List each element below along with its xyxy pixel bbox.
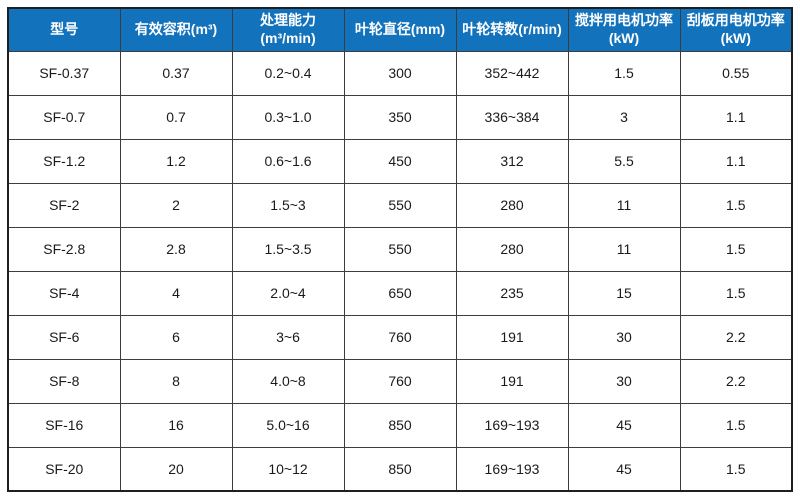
table-cell: 550 xyxy=(343,182,457,228)
table-cell: 1.5 xyxy=(679,226,793,272)
header-cell-agitation-power: 搅拌用电机功率 (kW) xyxy=(567,7,681,52)
table-cell: 2 xyxy=(119,182,233,228)
table-cell: SF-0.7 xyxy=(7,94,121,140)
table-cell: SF-4 xyxy=(7,270,121,316)
table-cell: 1.5~3.5 xyxy=(231,226,345,272)
table-cell: 6 xyxy=(119,314,233,360)
table-cell: 760 xyxy=(343,314,457,360)
table-cell: 0.6~1.6 xyxy=(231,138,345,184)
table-cell: 30 xyxy=(567,358,681,404)
table-cell: 169~193 xyxy=(455,446,569,492)
table-cell: 0.37 xyxy=(119,50,233,96)
table-cell: 1.2 xyxy=(119,138,233,184)
table-cell: 3 xyxy=(567,94,681,140)
table-cell: 16 xyxy=(119,402,233,448)
table-row: SF-0.37 0.37 0.2~0.4 300 352~442 1.5 0.5… xyxy=(7,50,793,96)
table-row: SF-1.2 1.2 0.6~1.6 450 312 5.5 1.1 xyxy=(7,138,793,184)
table-cell: 4 xyxy=(119,270,233,316)
table-cell: SF-16 xyxy=(7,402,121,448)
table-cell: 280 xyxy=(455,226,569,272)
table-cell: 1.5 xyxy=(679,446,793,492)
table-cell: 1.5 xyxy=(567,50,681,96)
table-cell: 300 xyxy=(343,50,457,96)
table-cell: 350 xyxy=(343,94,457,140)
table-cell: 760 xyxy=(343,358,457,404)
table-cell: SF-1.2 xyxy=(7,138,121,184)
table-cell: 8 xyxy=(119,358,233,404)
table-cell: 850 xyxy=(343,446,457,492)
table-cell: 169~193 xyxy=(455,402,569,448)
table-cell: SF-6 xyxy=(7,314,121,360)
table-cell: 45 xyxy=(567,446,681,492)
table-cell: 0.2~0.4 xyxy=(231,50,345,96)
table-cell: 2.0~4 xyxy=(231,270,345,316)
table-cell: 352~442 xyxy=(455,50,569,96)
table-row: SF-4 4 2.0~4 650 235 15 1.5 xyxy=(7,270,793,316)
table-cell: 550 xyxy=(343,226,457,272)
table-cell: SF-20 xyxy=(7,446,121,492)
table-cell: SF-0.37 xyxy=(7,50,121,96)
table-cell: SF-2 xyxy=(7,182,121,228)
table-cell: 5.5 xyxy=(567,138,681,184)
table-row: SF-0.7 0.7 0.3~1.0 350 336~384 3 1.1 xyxy=(7,94,793,140)
header-cell-impeller-speed: 叶轮转数(r/min) xyxy=(455,7,569,52)
table-cell: 1.5 xyxy=(679,182,793,228)
table-cell: 0.3~1.0 xyxy=(231,94,345,140)
table-cell: 0.7 xyxy=(119,94,233,140)
table-cell: 1.5 xyxy=(679,270,793,316)
table-cell: 3~6 xyxy=(231,314,345,360)
table-cell: 2.2 xyxy=(679,314,793,360)
table-cell: 850 xyxy=(343,402,457,448)
table-row: SF-2.8 2.8 1.5~3.5 550 280 11 1.5 xyxy=(7,226,793,272)
header-cell-model: 型号 xyxy=(7,7,121,52)
header-cell-volume: 有效容积(m³) xyxy=(119,7,233,52)
table-cell: 5.0~16 xyxy=(231,402,345,448)
spec-table: 型号 有效容积(m³) 处理能力 (m³/min) 叶轮直径(mm) 叶轮转数(… xyxy=(7,7,793,492)
table-cell: SF-2.8 xyxy=(7,226,121,272)
table-cell: 30 xyxy=(567,314,681,360)
table-cell: 191 xyxy=(455,358,569,404)
table-cell: 11 xyxy=(567,182,681,228)
table-row: SF-20 20 10~12 850 169~193 45 1.5 xyxy=(7,446,793,492)
table-cell: 0.55 xyxy=(679,50,793,96)
spec-table-body: SF-0.37 0.37 0.2~0.4 300 352~442 1.5 0.5… xyxy=(7,50,793,492)
table-cell: 1.5 xyxy=(679,402,793,448)
table-cell: 450 xyxy=(343,138,457,184)
header-cell-scraper-power: 刮板用电机功率 (kW) xyxy=(679,7,793,52)
table-cell: 1.5~3 xyxy=(231,182,345,228)
table-cell: 191 xyxy=(455,314,569,360)
header-row: 型号 有效容积(m³) 处理能力 (m³/min) 叶轮直径(mm) 叶轮转数(… xyxy=(7,7,793,52)
table-cell: 20 xyxy=(119,446,233,492)
table-cell: 1.1 xyxy=(679,94,793,140)
table-row: SF-2 2 1.5~3 550 280 11 1.5 xyxy=(7,182,793,228)
table-cell: 2.2 xyxy=(679,358,793,404)
table-cell: 4.0~8 xyxy=(231,358,345,404)
table-cell: 2.8 xyxy=(119,226,233,272)
table-row: SF-16 16 5.0~16 850 169~193 45 1.5 xyxy=(7,402,793,448)
table-cell: 1.1 xyxy=(679,138,793,184)
table-cell: 336~384 xyxy=(455,94,569,140)
table-cell: SF-8 xyxy=(7,358,121,404)
table-cell: 312 xyxy=(455,138,569,184)
table-cell: 650 xyxy=(343,270,457,316)
header-cell-impeller-diam: 叶轮直径(mm) xyxy=(343,7,457,52)
spec-table-head: 型号 有效容积(m³) 处理能力 (m³/min) 叶轮直径(mm) 叶轮转数(… xyxy=(7,7,793,52)
table-cell: 10~12 xyxy=(231,446,345,492)
table-row: SF-8 8 4.0~8 760 191 30 2.2 xyxy=(7,358,793,404)
table-cell: 11 xyxy=(567,226,681,272)
table-cell: 45 xyxy=(567,402,681,448)
table-cell: 280 xyxy=(455,182,569,228)
table-row: SF-6 6 3~6 760 191 30 2.2 xyxy=(7,314,793,360)
table-cell: 235 xyxy=(455,270,569,316)
header-cell-capacity: 处理能力 (m³/min) xyxy=(231,7,345,52)
table-cell: 15 xyxy=(567,270,681,316)
